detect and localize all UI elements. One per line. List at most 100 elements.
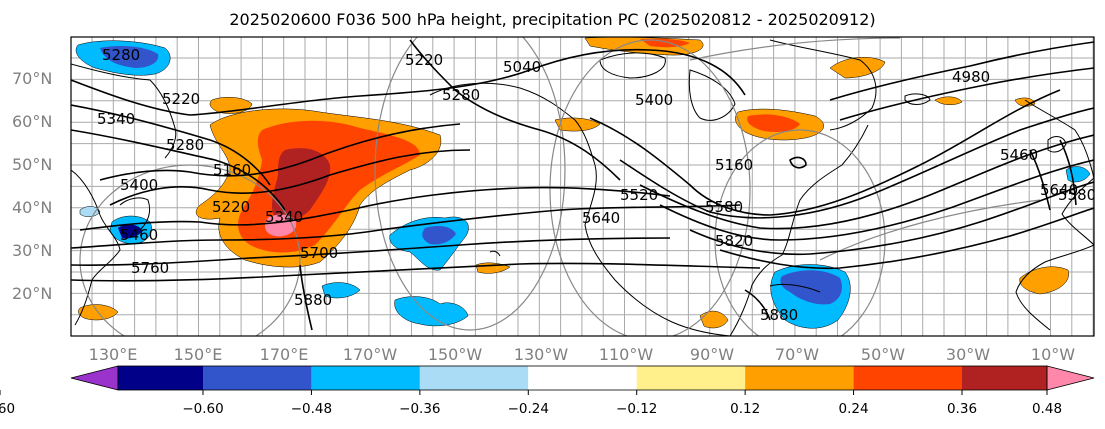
precip-shading <box>75 37 1091 329</box>
guide-arc-2 <box>374 37 566 331</box>
contour-line-14 <box>619 107 1094 219</box>
colorbar-outline <box>117 365 1048 391</box>
coastline-greenland <box>769 39 877 131</box>
lon-tick-label: 50°W <box>861 345 905 364</box>
lat-tick-label: 60°N <box>12 112 52 131</box>
contour-line-20 <box>839 67 1094 121</box>
contour-line-21 <box>1029 149 1051 211</box>
colorbar-extend-left <box>70 365 119 391</box>
colorbar-tick-label: −0.60 <box>182 401 223 417</box>
pc-negative-036-area-centralpacific <box>422 226 456 245</box>
coastline-north-america-west <box>584 164 731 336</box>
contour-label: 5280 <box>442 86 480 104</box>
contour-label: 5580 <box>1058 186 1096 204</box>
guide-arc-5 <box>819 199 1041 261</box>
contour-label: 5040 <box>503 58 541 76</box>
coastline-iceland <box>904 93 931 105</box>
lon-tick-label: 10°W <box>1031 345 1075 364</box>
colorbar-cells <box>118 366 1047 390</box>
pc-positive-024-area-scandinavia <box>934 96 963 105</box>
coastline-british-isles <box>1047 136 1067 153</box>
pc-positive-024-area-westafrica <box>1019 266 1069 295</box>
coastline-africa <box>1015 244 1094 331</box>
lat-tick-labels: 70°N 60°N 50°N 40°N 30°N 20°N <box>12 69 52 303</box>
pc-negative-024-area-southpacific-b <box>394 296 469 327</box>
colorbar: −0.60 −0.48 −0.36 −0.24 −0.12 0.12 0.24 0.36 0.4… <box>0 365 1095 417</box>
contour-line-9 <box>71 262 761 282</box>
pc-positive-024-area-gulf <box>554 117 601 132</box>
coastline-north-america-east <box>729 124 869 336</box>
contour-label: 5880 <box>760 306 798 324</box>
contour-line-22 <box>1059 139 1077 206</box>
contour-line-10 <box>299 264 313 331</box>
contour-label: 5220 <box>212 198 250 216</box>
pc-negative-036-area-caribbean <box>780 270 842 305</box>
pc-positive-024-area-centralamerica <box>699 310 729 329</box>
colorbar-cell <box>636 366 746 390</box>
contour-label: 5160 <box>213 161 251 179</box>
contour-label: 4980 <box>952 68 990 86</box>
pc-positive-036-area-greenland <box>640 38 690 48</box>
guide-arc-1 <box>79 164 301 336</box>
coastline-hawaii <box>489 250 501 257</box>
contour-line-16 <box>659 159 1094 241</box>
lon-tick-label: 170°E <box>260 345 309 364</box>
colorbar-labels: −0.60 −0.48 −0.36 −0.24 −0.12 0.12 0.24 0.36 0.4… <box>0 390 1062 417</box>
contour-line-7 <box>71 204 741 249</box>
contour-label: 5280 <box>102 46 140 64</box>
colorbar-cell <box>962 366 1047 390</box>
coastline-europe <box>1024 99 1094 246</box>
pc-positive-036-area-labrador <box>747 114 800 132</box>
contour-line-24 <box>744 289 771 321</box>
lon-tick-label: 150°E <box>174 345 223 364</box>
pc-negative-048-area-japan <box>118 224 142 239</box>
map-title: 2025020600 F036 500 hPa height, precipit… <box>229 10 876 29</box>
contour-line-2 <box>71 104 271 186</box>
colorbar-cell <box>528 366 637 390</box>
colorbar-tick-label: 0.24 <box>839 401 869 417</box>
contour-label: 5280 <box>166 136 204 154</box>
colorbar-cell <box>419 366 529 390</box>
lon-tick-label: 170°W <box>343 345 398 364</box>
lon-tick-label: 130°E <box>89 345 138 364</box>
contour-label: 5460 <box>120 226 158 244</box>
contour-label: 5700 <box>300 244 338 262</box>
contour-label: 5220 <box>405 51 443 69</box>
coastline-hudson-bay <box>688 69 736 121</box>
guide-arc-3 <box>549 39 751 336</box>
contour-label: 5340 <box>97 110 135 128</box>
lat-tick-label: 50°N <box>12 155 52 174</box>
pc-negative-036-area-northwest <box>100 46 159 68</box>
contour-label: 5400 <box>635 91 673 109</box>
contour-label: 5640 <box>1040 181 1078 199</box>
contour-label: 5520 <box>620 186 658 204</box>
colorbar-tick-label: −0.48 <box>291 401 332 417</box>
coastline-cuba <box>769 283 821 293</box>
colorbar-tick-label: −0.12 <box>616 401 657 417</box>
pc-negative-024-area-southpacific-a <box>321 282 361 299</box>
colorbar-tick-label: −0.36 <box>399 401 440 417</box>
contour-line-4 <box>99 123 461 181</box>
colorbar-tick-label: −0.24 <box>508 401 549 417</box>
pc-negative-012-area-eastpacific <box>79 206 101 217</box>
guide-arcs <box>79 37 1041 336</box>
lon-tick-label: 30°W <box>946 345 990 364</box>
contour-line-18 <box>719 207 1094 270</box>
guide-arc-6 <box>689 37 901 61</box>
colorbar-tick-label: 0.36 <box>947 401 977 417</box>
coastline-arctic-islands <box>599 52 666 79</box>
contour-label: 5220 <box>162 90 200 108</box>
lon-tick-label: 70°W <box>775 345 819 364</box>
coastline-asia <box>71 169 121 326</box>
colorbar-tick-label: 0.48 <box>1032 401 1062 417</box>
lon-tick-label: 130°W <box>514 345 569 364</box>
coastlines <box>71 39 1094 336</box>
lon-tick-label: 150°W <box>428 345 483 364</box>
colorbar-tick-label: 0.60 <box>0 401 15 417</box>
colorbar-extend-right <box>1046 365 1095 391</box>
lat-lon-grid <box>71 37 1094 336</box>
coastline-siberia <box>71 63 151 81</box>
map-frame <box>70 36 1095 337</box>
coastline-alaska <box>429 82 596 166</box>
lon-tick-labels: 130°E 150°E 170°E 170°W 150°W 130°W 110°… <box>89 345 1076 364</box>
